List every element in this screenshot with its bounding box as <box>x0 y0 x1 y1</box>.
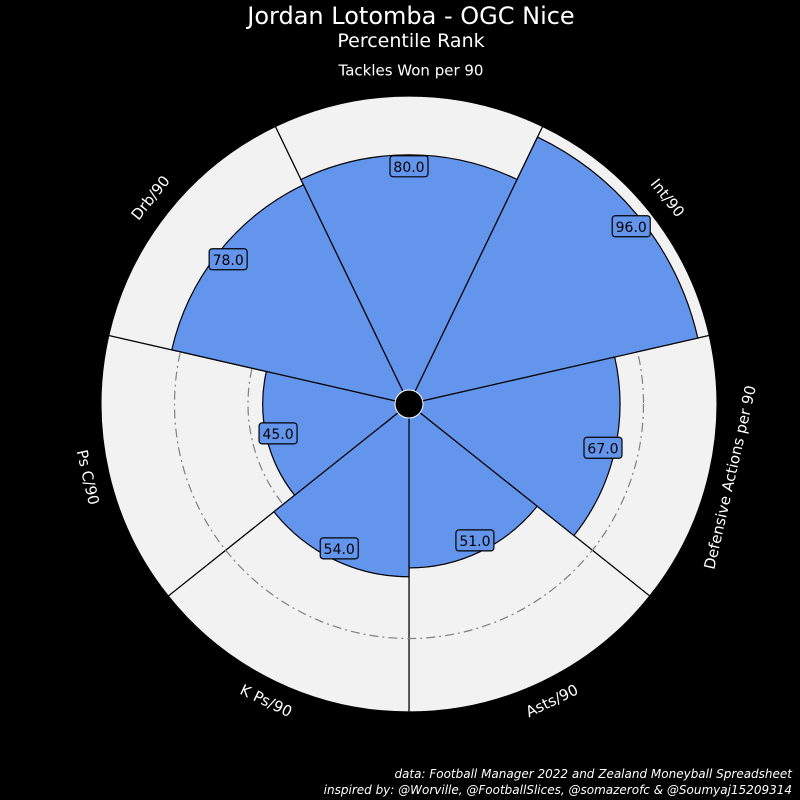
value-slice <box>273 402 410 578</box>
value-label-text: 67.0 <box>587 441 618 457</box>
value-label-text: 45.0 <box>262 427 293 443</box>
value-label-layer: 80.0 96.0 67.0 51.0 54.0 45.0 78.0 <box>208 155 651 560</box>
value-label-text: 96.0 <box>616 220 647 236</box>
value-label-text: 80.0 <box>393 160 424 176</box>
value-label-text: 78.0 <box>213 253 244 269</box>
value-label: 54.0 <box>319 537 359 560</box>
value-label: 96.0 <box>611 215 651 238</box>
value-label-text: 54.0 <box>324 542 355 558</box>
param-label: Int/90 <box>647 175 688 221</box>
chart-subtitle: Percentile Rank <box>337 30 484 52</box>
value-label: 67.0 <box>583 436 623 459</box>
value-label-box <box>258 422 298 445</box>
chart-title: Jordan Lotomba - OGC Nice <box>245 2 574 30</box>
value-label-box <box>319 537 359 560</box>
value-label: 78.0 <box>208 248 248 271</box>
credits-inspired-by: inspired by: @Worville, @FootballSlices,… <box>323 783 792 797</box>
value-label-box <box>389 155 429 178</box>
value-slice <box>408 402 539 569</box>
credits: data: Football Manager 2022 and Zealand … <box>324 766 792 798</box>
value-label-box <box>455 529 495 552</box>
value-label-box <box>611 215 651 238</box>
credits-data-source: data: Football Manager 2022 and Zealand … <box>394 767 792 781</box>
param-label: Tackles Won per 90 <box>338 62 484 80</box>
param-label: Ps C/90 <box>73 448 103 507</box>
value-label: 80.0 <box>389 155 429 178</box>
center-circle <box>394 389 424 419</box>
value-label-box <box>583 436 623 459</box>
value-label: 45.0 <box>258 422 298 445</box>
value-label-box <box>208 248 248 271</box>
value-label-text: 51.0 <box>459 534 490 550</box>
value-label: 51.0 <box>455 529 495 552</box>
value-slice <box>300 154 518 406</box>
